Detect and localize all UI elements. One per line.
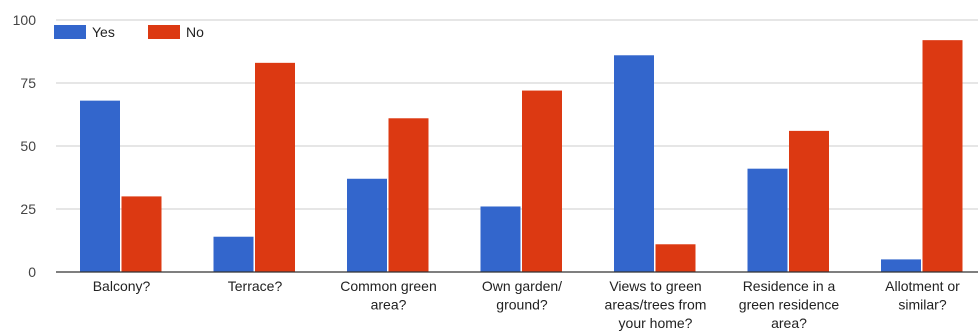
gridlines <box>56 19 978 210</box>
x-tick-label: areas/trees from <box>605 297 707 313</box>
bars <box>80 40 963 273</box>
legend-label-yes: Yes <box>92 24 115 40</box>
bar-yes-3 <box>480 206 521 272</box>
y-tick-label: 50 <box>20 138 36 154</box>
bar-yes-0 <box>80 100 120 272</box>
x-tick-label: Residence in a <box>743 278 836 294</box>
x-tick-label: Balcony? <box>93 278 151 294</box>
bar-no-1 <box>255 62 295 273</box>
legend: Yes No <box>54 24 204 40</box>
x-tick-label: Terrace? <box>228 278 283 294</box>
x-tick-label: area? <box>371 297 407 313</box>
x-tick-label: your home? <box>619 315 693 331</box>
y-tick-label: 0 <box>28 264 36 280</box>
y-tick-label: 100 <box>13 12 37 28</box>
bar-no-2 <box>388 118 429 272</box>
x-tick-label: Views to green <box>609 278 701 294</box>
bar-no-0 <box>121 196 162 272</box>
x-tick-label: Common green <box>340 278 437 294</box>
y-tick-label: 75 <box>20 75 36 91</box>
x-tick-label: Allotment or <box>885 278 960 294</box>
legend-label-no: No <box>186 24 204 40</box>
x-tick-label: green residence <box>739 297 840 313</box>
legend-swatch-yes <box>54 25 86 39</box>
x-tick-label: ground? <box>496 297 548 313</box>
bar-no-4 <box>655 244 696 272</box>
x-tick-label: Own garden/ <box>482 278 562 294</box>
bar-yes-2 <box>347 178 387 272</box>
bar-yes-5 <box>747 168 788 272</box>
legend-swatch-no <box>148 25 180 39</box>
x-tick-label: area? <box>771 315 807 331</box>
bar-yes-1 <box>213 236 254 272</box>
axes: 0 25 50 75 100 Balcony? Terrace? Common green ar… <box>13 12 978 331</box>
bar-no-5 <box>789 130 829 272</box>
y-tick-label: 25 <box>20 201 36 217</box>
bar-yes-6 <box>881 259 921 272</box>
x-tick-label: similar? <box>898 297 946 313</box>
bar-no-6 <box>922 40 963 272</box>
bar-no-3 <box>522 90 562 272</box>
bar-yes-4 <box>614 55 654 272</box>
